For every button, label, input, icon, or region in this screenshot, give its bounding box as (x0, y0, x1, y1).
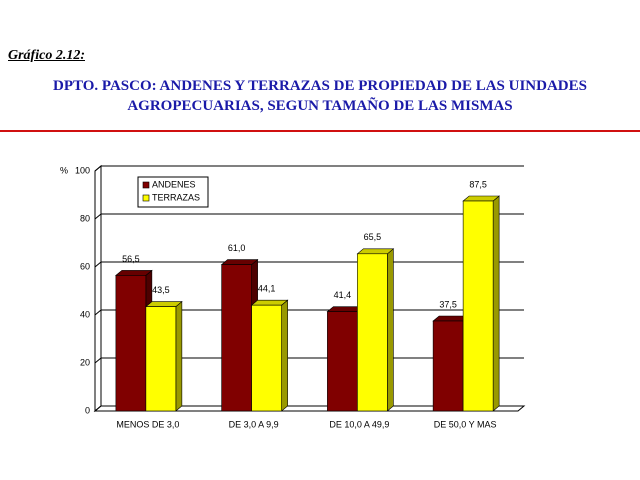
grid-line (94, 213, 524, 220)
bar-top (356, 248, 395, 255)
y-tick-label: 40 (80, 309, 90, 319)
legend-swatch (142, 194, 150, 202)
y-tick-label: 80 (80, 213, 90, 223)
bar (115, 275, 147, 412)
chart-title: DPTO. PASCO: ANDENES Y TERRAZAS DE PROPI… (53, 78, 587, 114)
bar (462, 200, 494, 412)
bar (221, 264, 252, 412)
data-label: 41,4 (334, 290, 352, 300)
y-tick-label: 0 (85, 405, 90, 415)
x-tick-label: DE 10,0 A 49,9 (329, 419, 389, 429)
data-label: 87,5 (469, 179, 487, 189)
bar (251, 304, 282, 412)
data-label: 56,5 (122, 254, 140, 264)
data-label: 44,1 (258, 284, 276, 294)
bar-top (145, 301, 183, 307)
legend-box (137, 176, 209, 208)
y-tick-label: 20 (80, 357, 90, 367)
y-tick-label: 100 (75, 165, 90, 175)
bar-side (387, 248, 394, 412)
bar-side (492, 195, 500, 412)
figure-label: Gráfico 2.12: (8, 48, 85, 63)
bar (327, 311, 358, 412)
data-label: 61,0 (228, 243, 246, 253)
grid-line (94, 261, 524, 268)
grid-line (94, 165, 524, 172)
data-label: 43,5 (152, 285, 170, 295)
bar (357, 253, 388, 412)
bar-top (250, 299, 289, 306)
bar-top (115, 270, 153, 276)
bar-side (281, 299, 288, 412)
bar (145, 306, 177, 412)
data-label: 37,5 (439, 299, 457, 309)
bar-top (220, 259, 259, 265)
legend-label: TERRAZAS (152, 192, 200, 202)
bar-side (175, 300, 183, 412)
bar-top (462, 195, 500, 202)
x-tick-label: DE 50,0 Y MAS (434, 419, 497, 429)
data-label: 65,5 (364, 232, 382, 242)
bar (432, 320, 464, 412)
title-rule (0, 130, 640, 132)
x-tick-label: MENOS DE 3,0 (116, 419, 179, 429)
x-tick-label: DE 3,0 A 9,9 (229, 419, 279, 429)
back-wall (94, 164, 102, 413)
y-axis-label: % (60, 165, 68, 175)
legend-label: ANDENES (152, 179, 196, 189)
y-tick-label: 60 (80, 261, 90, 271)
legend-swatch (142, 181, 150, 189)
